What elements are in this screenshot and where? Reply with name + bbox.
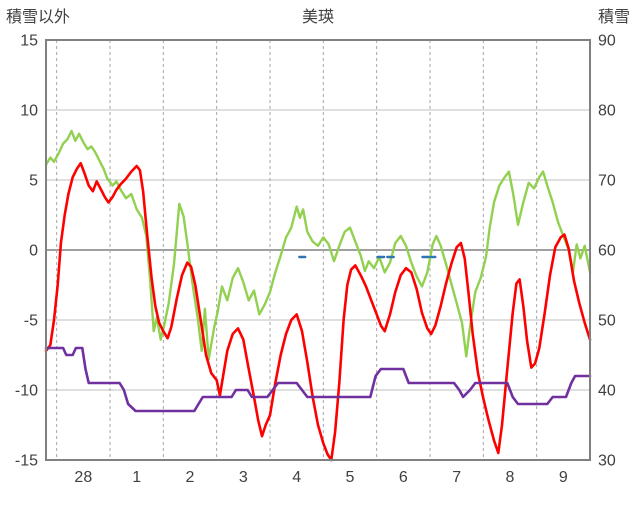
left-axis-title: 積雪以外 [6,8,70,26]
x-axis-tick-label: 4 [292,469,301,486]
x-axis-tick-label: 2 [186,469,195,486]
y-axis-left-tick-label: 0 [29,243,38,260]
x-axis-tick-label: 3 [239,469,248,486]
y-axis-left-tick-label: 15 [20,33,38,50]
chart-title: 美瑛 [302,8,334,26]
y-axis-left-tick-label: -15 [15,453,38,470]
y-axis-right-tick-label: 70 [598,173,616,190]
series-snow-depth-line [44,346,592,413]
series-green-temperature-line [44,129,592,361]
plot-frame [45,39,591,461]
y-axis-left-tick-label: 10 [20,103,38,120]
y-axis-left-tick-label: -10 [15,383,38,400]
x-axis-tick-label: 6 [399,469,408,486]
y-axis-right-tick-label: 90 [598,33,616,50]
y-axis-right-tick-label: 30 [598,453,616,470]
y-axis-right-tick-label: 40 [598,383,616,400]
y-axis-right-tick-label: 50 [598,313,616,330]
x-axis-tick-label: 8 [506,469,515,486]
y-axis-left-tick-label: 5 [29,173,38,190]
y-axis-right-tick-label: 60 [598,243,616,260]
x-axis-tick-label: 28 [74,469,92,486]
x-axis-tick-label: 5 [346,469,355,486]
series-red-temperature-line [44,161,592,462]
right-axis-title: 積雪 [598,8,630,26]
x-axis-tick-label: 9 [559,469,568,486]
y-axis-left-tick-label: -5 [24,313,38,330]
x-axis-tick-label: 1 [132,469,141,486]
y-axis-right-tick-label: 80 [598,103,616,120]
x-axis-tick-label: 7 [452,469,461,486]
